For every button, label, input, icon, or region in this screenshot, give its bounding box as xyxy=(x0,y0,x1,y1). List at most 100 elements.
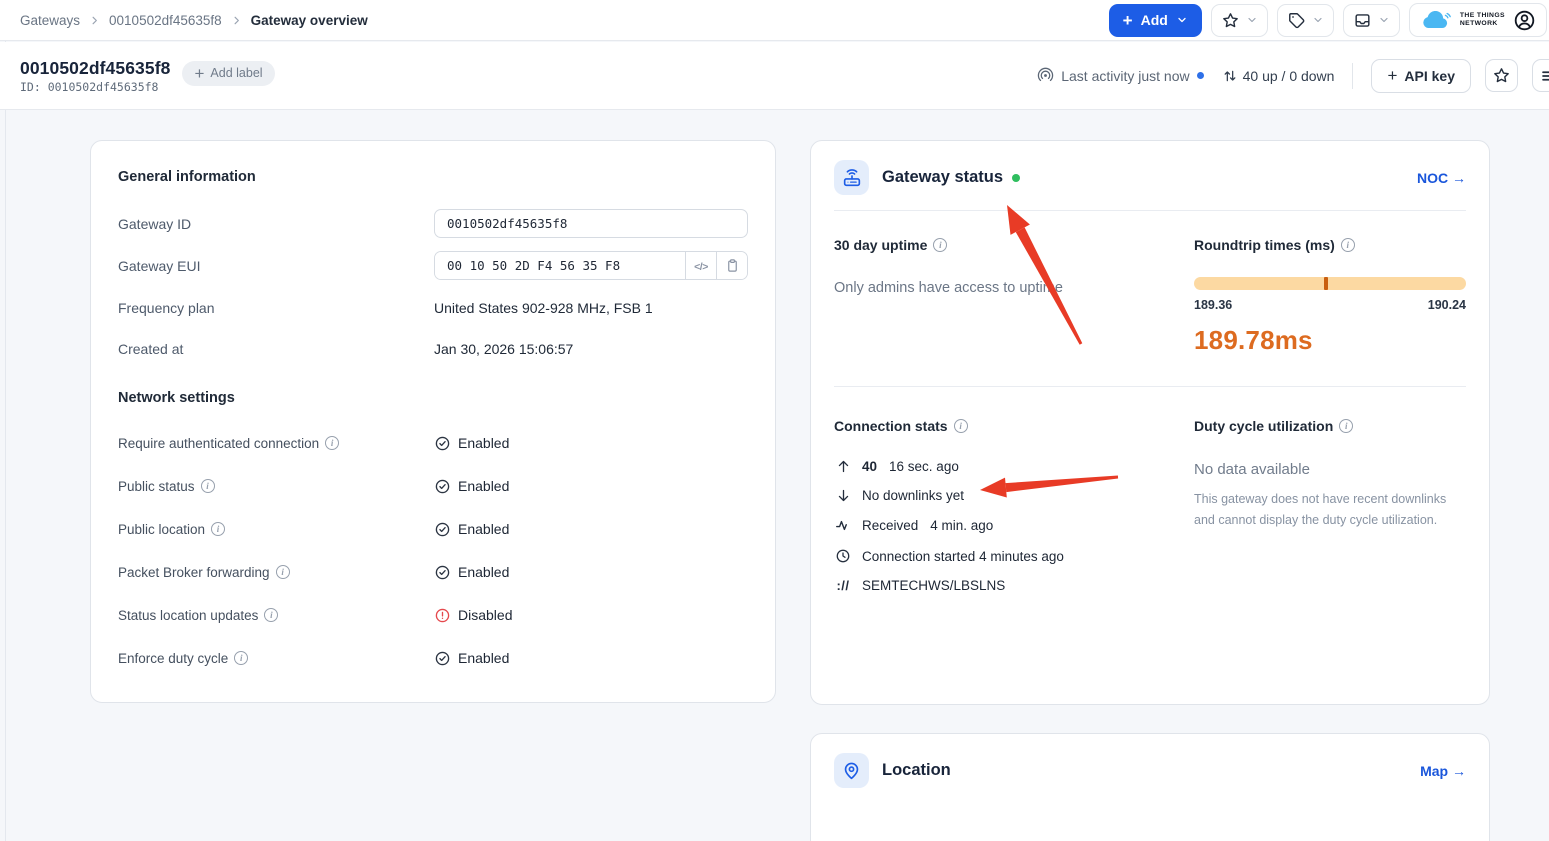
gateway-eui-row: Gateway EUI xyxy=(118,251,748,280)
copy-button[interactable] xyxy=(716,252,747,279)
roundtrip-min: 189.36 xyxy=(1194,298,1233,312)
location-icon-tile xyxy=(834,753,869,788)
info-icon[interactable] xyxy=(234,651,249,665)
status-value: Enabled xyxy=(458,478,510,494)
duty-cycle-section: Duty cycle utilization No data available… xyxy=(1194,418,1466,593)
gateway-id-label: Gateway ID xyxy=(118,215,192,232)
frequency-plan-row: Frequency plan United States 902-928 MHz… xyxy=(118,293,748,322)
ttn-cloud-logo xyxy=(1423,10,1451,28)
tag-icon xyxy=(1288,12,1305,28)
gateway-id-row: Gateway ID xyxy=(118,209,748,238)
clipboard-icon xyxy=(727,259,737,272)
roundtrip-marker xyxy=(1323,277,1328,290)
status-value: Enabled xyxy=(458,521,510,537)
gateway-id-input[interactable] xyxy=(434,209,748,238)
inbox-icon xyxy=(1355,13,1370,27)
map-link[interactable]: Map → xyxy=(1420,762,1466,779)
setting-row-status-location-updates: Status location updates Disabled xyxy=(118,606,748,624)
breadcrumb-gateways[interactable]: Gateways xyxy=(20,12,81,28)
setting-row-packet-broker: Packet Broker forwarding Enabled xyxy=(118,563,748,581)
clock-icon xyxy=(836,549,850,563)
status-value: Enabled xyxy=(458,650,510,666)
gateway-icon-tile xyxy=(834,160,869,195)
tags-dropdown-button[interactable] xyxy=(1276,3,1334,37)
live-activity-icon xyxy=(1038,67,1054,82)
divider xyxy=(1352,62,1354,89)
bookmarks-dropdown-button[interactable] xyxy=(1210,3,1268,37)
breadcrumb-gateway-id[interactable]: 0010502df45635f8 xyxy=(109,12,222,28)
star-icon xyxy=(1222,12,1238,27)
protocol-stat: SEMTECHWS/LBSLNS xyxy=(834,578,1194,593)
info-icon[interactable] xyxy=(200,479,215,493)
gateway-icon xyxy=(843,168,860,186)
page-edge-line xyxy=(5,0,6,841)
info-icon[interactable] xyxy=(325,436,340,450)
downlink-stat: No downlinks yet xyxy=(834,488,1194,503)
setting-row-public-location: Public location Enabled xyxy=(118,520,748,538)
add-button-label: Add xyxy=(1140,12,1168,28)
info-icon[interactable] xyxy=(953,419,968,433)
api-key-button[interactable]: API key xyxy=(1371,58,1471,93)
status-received-stat: Received 4 min. ago xyxy=(834,517,1194,534)
add-button[interactable]: Add xyxy=(1108,3,1202,37)
header-right: Last activity just now 40 up / 0 down AP… xyxy=(1037,58,1549,93)
gateway-status-card: Gateway status NOC → 30 day uptime Only … xyxy=(810,140,1490,705)
network-settings-title: Network settings xyxy=(118,390,235,406)
inbox-dropdown-button[interactable] xyxy=(1342,3,1400,37)
check-circle-icon xyxy=(435,522,450,536)
page-title: 0010502df45635f8 xyxy=(20,57,171,78)
info-icon[interactable] xyxy=(1340,238,1355,252)
divider xyxy=(834,386,1466,387)
plus-icon xyxy=(194,65,204,82)
account-menu-button[interactable]: THE THINGS NETWORK xyxy=(1408,3,1547,37)
pulse-icon xyxy=(835,520,847,531)
status-value: Enabled xyxy=(458,435,510,451)
check-circle-icon xyxy=(435,436,450,450)
chevron-down-icon xyxy=(1380,17,1388,23)
chevron-right-icon xyxy=(89,15,100,26)
info-icon[interactable] xyxy=(1339,419,1354,433)
general-information-title: General information xyxy=(118,169,256,185)
status-value: Disabled xyxy=(458,607,513,623)
info-icon[interactable] xyxy=(275,565,290,579)
up-down-arrows-icon xyxy=(1224,70,1236,81)
star-icon xyxy=(1494,68,1509,83)
gateway-eui-group xyxy=(434,251,748,280)
frequency-plan-label: Frequency plan xyxy=(118,299,215,316)
entity-id: ID: 0010502df45635f8 xyxy=(20,79,159,94)
uplink-stat: 40 16 sec. ago xyxy=(834,459,1194,474)
connection-stats-section: Connection stats 40 16 sec. ago No downl… xyxy=(834,418,1194,593)
roundtrip-max: 190.24 xyxy=(1427,298,1466,312)
info-icon[interactable] xyxy=(933,238,948,252)
favorite-button[interactable] xyxy=(1485,59,1518,92)
chevron-down-icon xyxy=(1248,17,1256,23)
chevron-down-icon xyxy=(1314,17,1322,23)
check-circle-icon xyxy=(435,479,450,493)
duty-cycle-message: This gateway does not have recent downli… xyxy=(1194,492,1447,527)
hamburger-icon xyxy=(1541,70,1549,81)
setting-row-authenticated-connection: Require authenticated connection Enabled xyxy=(118,434,748,452)
info-icon[interactable] xyxy=(211,522,226,536)
roundtrip-section: Roundtrip times (ms) 189.36 190.24 189.7… xyxy=(1194,237,1466,356)
check-circle-icon xyxy=(435,651,450,665)
location-title: Location xyxy=(882,761,951,779)
gateway-eui-input[interactable] xyxy=(435,252,685,279)
status-value: Enabled xyxy=(458,564,510,580)
location-card: Location Map → xyxy=(810,733,1490,841)
add-label-button[interactable]: Add label xyxy=(182,60,275,86)
code-icon xyxy=(694,258,708,273)
noc-link[interactable]: NOC → xyxy=(1417,169,1466,186)
info-icon[interactable] xyxy=(264,608,279,622)
map-pin-icon xyxy=(844,762,859,780)
overflow-menu-button[interactable] xyxy=(1532,59,1549,92)
status-green-dot xyxy=(1012,173,1021,182)
arrow-up-icon xyxy=(838,460,848,473)
created-at-value: Jan 30, 2026 15:06:57 xyxy=(434,340,574,357)
setting-row-enforce-duty-cycle: Enforce duty cycle Enabled xyxy=(118,649,748,667)
divider xyxy=(834,210,1466,211)
plus-icon xyxy=(1387,67,1397,84)
hex-format-button[interactable] xyxy=(685,252,716,279)
gateway-status-title: Gateway status xyxy=(882,168,1021,187)
entity-title-block: 0010502df45635f8 ID: 0010502df45635f8 Ad… xyxy=(20,58,275,94)
traffic-counter: 40 up / 0 down xyxy=(1222,68,1334,84)
